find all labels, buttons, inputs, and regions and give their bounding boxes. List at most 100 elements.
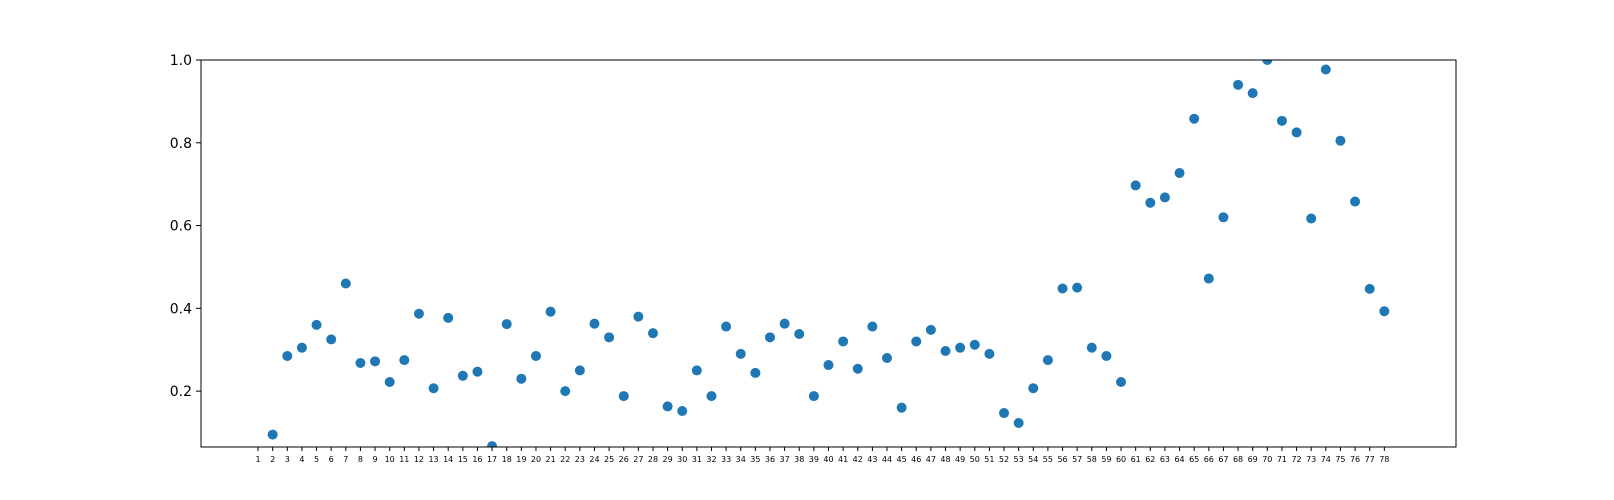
- x-tick-label: 35: [750, 455, 760, 464]
- data-point: [633, 311, 644, 322]
- x-tick-label: 64: [1174, 455, 1184, 464]
- x-tick-label: 45: [897, 455, 907, 464]
- data-point: [1320, 64, 1331, 75]
- x-tick-label: 39: [809, 455, 819, 464]
- x-tick-label: 67: [1218, 455, 1228, 464]
- x-tick-label: 16: [472, 455, 482, 464]
- data-point: [296, 342, 307, 353]
- x-tick-label: 7: [343, 455, 348, 464]
- x-tick-label: 53: [1014, 455, 1024, 464]
- data-point: [969, 339, 980, 350]
- data-point: [1042, 355, 1053, 366]
- data-point: [1262, 60, 1273, 65]
- x-tick-label: 49: [955, 455, 965, 464]
- x-tick-label: 12: [414, 455, 424, 464]
- x-tick-label: 75: [1335, 455, 1345, 464]
- x-tick-label: 22: [560, 455, 570, 464]
- data-point: [1072, 282, 1083, 293]
- data-points: [267, 60, 1390, 447]
- data-point: [574, 365, 585, 376]
- x-tick-label: 74: [1321, 455, 1331, 464]
- x-tick-label: 46: [911, 455, 921, 464]
- x-tick-label: 34: [736, 455, 746, 464]
- x-tick-label: 58: [1087, 455, 1097, 464]
- x-tick-label: 33: [721, 455, 731, 464]
- data-point: [560, 386, 571, 397]
- data-point: [1174, 167, 1185, 178]
- data-point: [1189, 113, 1200, 124]
- data-point: [1013, 417, 1024, 428]
- data-point: [428, 383, 439, 394]
- data-point: [984, 348, 995, 359]
- x-tick-label: 72: [1291, 455, 1301, 464]
- x-tick-label: 69: [1248, 455, 1258, 464]
- x-tick-label: 56: [1057, 455, 1067, 464]
- x-tick-label: 2: [270, 455, 275, 464]
- data-point: [1379, 306, 1390, 317]
- x-tick-label: 11: [399, 455, 409, 464]
- x-tick-label: 51: [984, 455, 994, 464]
- data-point: [867, 321, 878, 332]
- data-point: [355, 357, 366, 368]
- x-tick-label: 76: [1350, 455, 1360, 464]
- data-point: [618, 391, 629, 402]
- x-tick-label: 23: [575, 455, 585, 464]
- data-point: [911, 336, 922, 347]
- x-tick-label: 62: [1145, 455, 1155, 464]
- x-tick-label: 41: [838, 455, 848, 464]
- x-tick-label: 29: [663, 455, 673, 464]
- data-point: [457, 370, 468, 381]
- x-tick-label: 19: [516, 455, 526, 464]
- data-point: [1364, 283, 1375, 294]
- x-tick-label: 32: [706, 455, 716, 464]
- x-tick-label: 15: [458, 455, 468, 464]
- data-point: [764, 332, 775, 343]
- data-point: [1335, 135, 1346, 146]
- data-point: [370, 356, 381, 367]
- data-point: [326, 334, 337, 345]
- data-point: [1247, 88, 1258, 99]
- data-point: [340, 278, 351, 289]
- data-point: [750, 367, 761, 378]
- x-tick-label: 71: [1277, 455, 1287, 464]
- y-axis-ticks: 0.2 0.4 0.6 0.8 1.0: [170, 53, 201, 400]
- data-point: [413, 308, 424, 319]
- data-point: [1130, 180, 1141, 191]
- data-point: [838, 336, 849, 347]
- x-tick-label: 47: [926, 455, 936, 464]
- x-tick-label: 4: [299, 455, 304, 464]
- x-tick-label: 24: [589, 455, 599, 464]
- x-tick-label: 10: [385, 455, 395, 464]
- data-point: [545, 306, 556, 317]
- data-point: [443, 312, 454, 323]
- data-point: [808, 391, 819, 402]
- x-tick-label: 66: [1204, 455, 1214, 464]
- y-tick-label: 0.2: [170, 384, 192, 400]
- x-tick-label: 30: [677, 455, 687, 464]
- x-tick-label: 43: [867, 455, 877, 464]
- data-point: [501, 319, 512, 330]
- x-tick-label: 68: [1233, 455, 1243, 464]
- x-tick-label: 6: [329, 455, 334, 464]
- data-point: [940, 345, 951, 356]
- x-axis-ticks: 1 2 3 4 5 6 7 8 9 10 11 12 13 14 15 16 17 18 19 20 21 22 23 24 2…: [255, 447, 1389, 464]
- data-point: [999, 408, 1010, 419]
- data-point: [1350, 196, 1361, 207]
- data-point: [647, 328, 658, 339]
- x-tick-label: 54: [1028, 455, 1038, 464]
- data-point: [1306, 213, 1317, 224]
- data-point: [267, 429, 278, 440]
- data-point: [706, 391, 717, 402]
- data-point: [384, 377, 395, 388]
- x-tick-label: 9: [373, 455, 378, 464]
- x-tick-label: 60: [1116, 455, 1126, 464]
- x-tick-label: 52: [999, 455, 1009, 464]
- x-tick-label: 59: [1101, 455, 1111, 464]
- x-tick-label: 40: [823, 455, 833, 464]
- x-tick-label: 44: [882, 455, 892, 464]
- data-point: [1159, 192, 1170, 203]
- data-point: [882, 353, 893, 364]
- x-tick-label: 26: [619, 455, 629, 464]
- x-tick-label: 38: [794, 455, 804, 464]
- data-point: [1057, 283, 1068, 294]
